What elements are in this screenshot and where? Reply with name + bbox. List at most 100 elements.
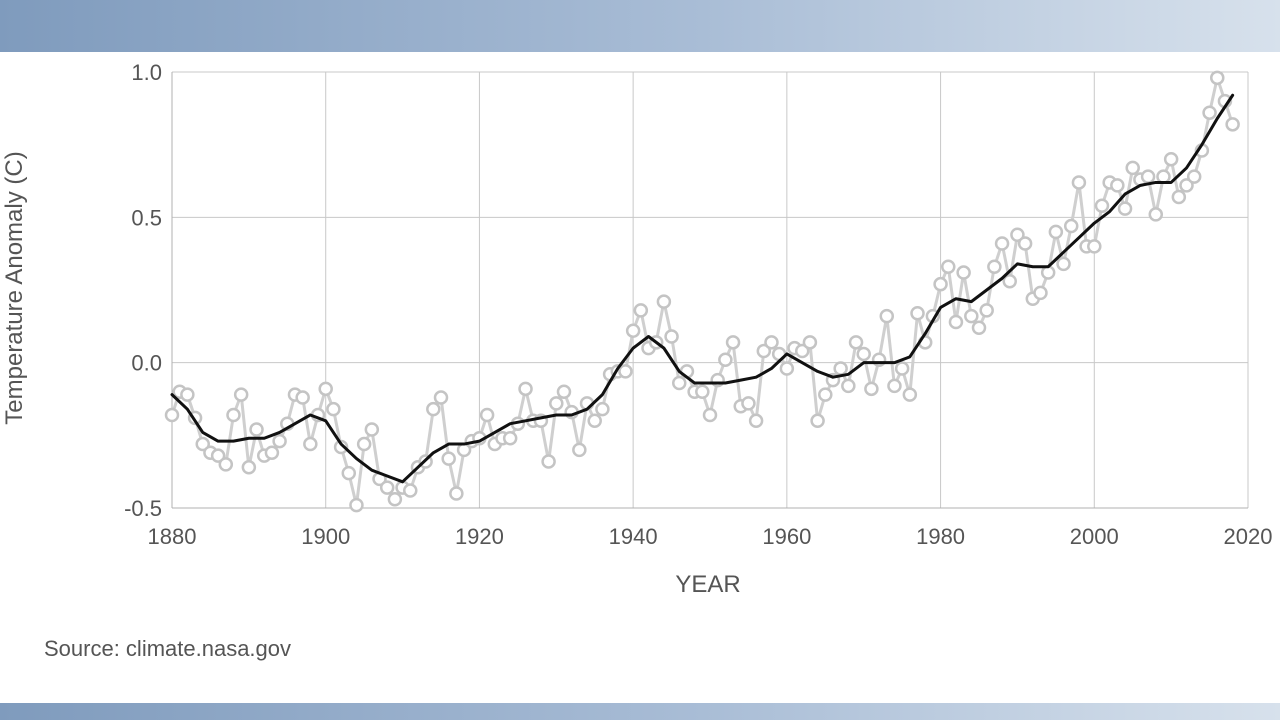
annual-data-point [802,335,818,350]
annual-data-point [764,335,779,350]
x-tick-label: 1960 [762,524,811,549]
annual-data-point [1033,285,1048,301]
y-tick-label: 0.5 [131,205,162,230]
x-tick-label: 2020 [1224,524,1273,549]
annual-data-point [433,390,449,405]
annual-data-point [1163,151,1179,167]
annual-data-point [956,265,971,280]
annual-data-point [695,384,710,399]
annual-data-point [1063,218,1079,234]
annual-mean-series [164,70,1240,513]
x-tick-label: 1940 [609,524,658,549]
annual-data-point [479,407,495,423]
annual-data-point [218,457,234,472]
annual-data-point [549,396,564,411]
annual-data-point [971,320,987,336]
annual-data-point [633,303,649,318]
chart-grid [171,71,1249,509]
annual-data-point [994,236,1010,251]
annual-data-point [1125,160,1140,176]
annual-data-point [810,413,825,429]
annual-data-point [541,454,556,469]
annual-data-point [979,303,994,318]
bottom-decorative-band [0,703,1280,720]
annual-data-point [718,352,733,368]
annual-data-point [794,343,810,359]
annual-data-point [272,433,287,449]
annual-data-point [449,486,464,501]
annual-data-point [894,361,910,376]
top-decorative-band [0,0,1280,52]
y-axis-title: Temperature Anomaly (C) [1,151,28,424]
annual-data-point [1171,189,1187,205]
annual-data-point [1117,201,1133,216]
annual-data-point [233,387,249,402]
annual-data-point [879,308,895,324]
annual-data-point [741,396,756,411]
annual-data-point [210,448,226,463]
annual-data-point [1210,70,1225,86]
annual-data-point [672,375,687,391]
x-tick-label: 1980 [916,524,965,549]
annual-data-point [948,314,964,330]
annual-data-point [779,361,795,376]
annual-data-point [856,346,871,362]
annual-data-point [848,335,864,350]
annual-data-point [356,436,372,452]
annual-data-point [618,364,633,379]
annual-data-point [180,387,195,402]
chart-labels: 1880 1900 1920 1940 1960 1980 2000 2020 -0.5 0.0 0… [1,60,1272,598]
y-tick-label: -0.5 [124,496,162,521]
annual-data-point [333,439,349,455]
annual-data-point [587,413,602,429]
annual-data-point [1094,198,1110,213]
annual-data-point [756,343,772,359]
source-caption: Source: climate.nasa.gov [44,636,292,661]
annual-data-point [195,436,210,452]
annual-data-point [833,361,848,376]
annual-data-point [226,407,241,423]
annual-data-point [1040,265,1056,280]
temperature-anomaly-chart: 1880 1900 1920 1940 1960 1980 2000 2020 -0.5 0.0 0… [1,60,1272,598]
annual-data-point [748,413,764,429]
annual-data-point [1156,169,1171,184]
annual-data-point [595,401,610,417]
annual-data-point [941,259,956,274]
smoothed-series [170,93,1235,484]
annual-data-point [725,335,741,350]
annual-data-point [556,384,572,399]
annual-data-point [902,387,918,402]
y-tick-label: 0.0 [131,351,162,376]
annual-data-point [841,378,856,394]
annual-data-point [625,323,641,338]
annual-data-point [1017,236,1033,251]
annual-data-point [241,460,257,475]
annual-data-point [164,407,180,423]
annual-data-point [518,381,533,397]
annual-data-point [1179,178,1194,193]
annual-data-point [502,430,518,446]
annual-data-point [387,492,403,507]
annual-data-point [1110,178,1125,193]
annual-data-point [264,445,280,461]
annual-data-point [818,387,833,402]
annual-data-point [656,294,672,309]
annual-data-point [572,442,587,458]
annual-data-point [1148,207,1164,222]
x-tick-label: 1900 [301,524,350,549]
annual-data-point [318,381,333,397]
annual-data-point [326,401,341,417]
annual-data-point [1071,175,1087,190]
annual-data-point [987,259,1002,274]
annual-data-point [403,483,418,498]
x-axis-title: YEAR [675,571,740,598]
y-tick-label: 1.0 [131,60,162,85]
annual-data-point [1140,169,1156,184]
annual-data-point [702,407,718,423]
annual-data-point [341,465,357,481]
x-tick-label: 1880 [148,524,197,549]
annual-data-point [1056,256,1071,272]
chart-axes [171,72,1248,509]
annual-data-point [379,480,395,495]
annual-data-point [864,381,879,397]
